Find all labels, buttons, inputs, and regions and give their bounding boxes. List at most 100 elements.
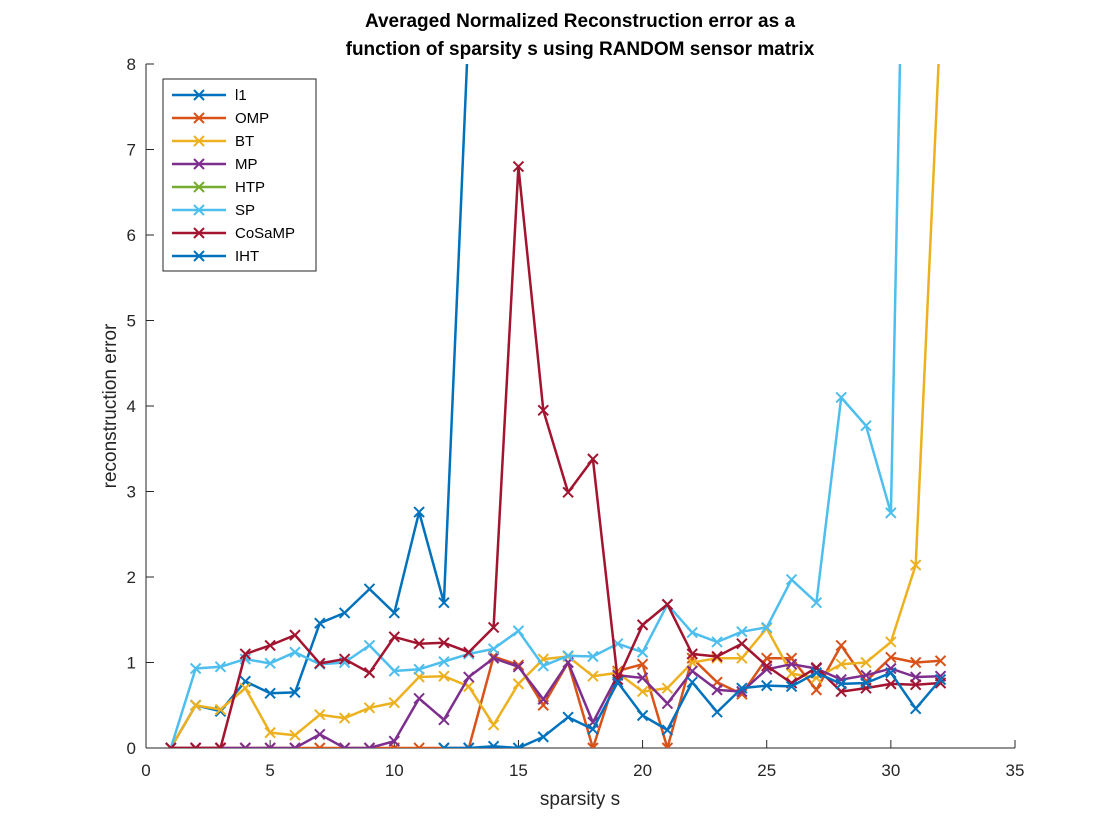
x-tick-label: 25: [757, 761, 776, 780]
legend-marker: [193, 112, 205, 124]
data-point: [736, 652, 748, 664]
data-point: [438, 637, 450, 649]
data-point: [289, 729, 301, 741]
data-point: [165, 742, 177, 748]
data-point: [512, 661, 525, 673]
data-point: [289, 629, 301, 641]
data-point: [810, 661, 823, 674]
data-point: [686, 626, 698, 639]
data-point: [289, 686, 301, 699]
data-point: [636, 646, 649, 658]
data-point: [363, 667, 376, 679]
data-point: [587, 742, 599, 748]
data-point: [289, 742, 301, 748]
data-point: [487, 652, 500, 664]
legend-label: l1: [235, 87, 247, 104]
data-point: [860, 682, 872, 694]
x-tick-label: 20: [633, 761, 652, 780]
data-point: [934, 673, 947, 686]
data-point: [810, 596, 823, 609]
data-point: [438, 596, 450, 609]
data-point: [835, 391, 847, 404]
y-tick-label: 0: [127, 739, 136, 758]
legend-item: l1: [172, 87, 247, 104]
legend-label: OMP: [235, 110, 269, 127]
data-point: [239, 648, 252, 660]
legend-label: MP: [235, 156, 258, 173]
data-point: [338, 742, 351, 748]
data-point: [761, 663, 773, 676]
data-point: [239, 742, 252, 748]
y-tick-label: 1: [127, 654, 136, 673]
data-point: [636, 709, 649, 722]
data-point: [512, 160, 525, 173]
legend-label: BT: [235, 133, 254, 150]
data-point: [860, 419, 872, 432]
data-point: [736, 626, 748, 638]
data-point: [810, 684, 823, 696]
data-point: [189, 662, 202, 675]
data-point: [636, 658, 649, 670]
data-point: [686, 676, 698, 688]
data-point: [314, 708, 326, 721]
data-point: [860, 677, 872, 689]
x-tick-label: 15: [509, 761, 528, 780]
data-point: [835, 678, 847, 690]
data-point: [885, 651, 897, 664]
data-point: [512, 659, 525, 671]
data-point: [909, 679, 922, 691]
data-point: [388, 607, 400, 619]
data-point: [314, 657, 326, 670]
data-point: [338, 653, 351, 665]
data-point: [612, 673, 624, 686]
x-tick-label: 35: [1006, 761, 1025, 780]
data-point: [761, 621, 773, 634]
y-axis-label: reconstruction error: [100, 323, 121, 488]
legend-item: OMP: [172, 110, 269, 127]
x-tick-label: 10: [385, 761, 404, 780]
data-point: [587, 650, 599, 663]
data-point: [761, 679, 773, 692]
data-point: [537, 660, 549, 672]
data-point: [338, 607, 351, 619]
data-point: [214, 661, 227, 673]
series-sp: [165, 64, 902, 748]
data-point: [711, 636, 723, 648]
data-point: [512, 678, 525, 690]
data-point: [413, 506, 425, 518]
data-point: [512, 625, 525, 637]
data-point: [438, 742, 450, 748]
data-point: [587, 670, 599, 682]
x-tick-label: 5: [265, 761, 274, 780]
legend-marker: [193, 181, 205, 193]
data-point: [934, 655, 947, 667]
data-point: [487, 621, 500, 634]
data-point: [214, 742, 227, 748]
data-point: [612, 676, 624, 688]
data-point: [885, 662, 897, 675]
data-point: [860, 656, 872, 669]
data-point: [587, 723, 599, 735]
data-point: [909, 656, 922, 669]
data-point: [363, 702, 376, 714]
data-point: [487, 643, 500, 655]
legend-label: SP: [235, 202, 255, 219]
y-tick-label: 4: [127, 397, 136, 416]
data-point: [636, 619, 649, 631]
data-point: [711, 706, 723, 718]
data-point: [661, 682, 674, 694]
data-point: [711, 684, 723, 696]
y-tick-label: 3: [127, 483, 136, 502]
data-point: [785, 573, 798, 586]
legend-label: IHT: [235, 248, 259, 265]
legend-marker: [193, 227, 205, 239]
data-point: [388, 735, 400, 747]
data-point: [314, 742, 326, 748]
legend-label: CoSaMP: [235, 225, 295, 242]
data-point: [562, 649, 574, 662]
legend-item: SP: [172, 202, 255, 219]
data-point: [388, 696, 400, 709]
data-point: [909, 559, 922, 571]
data-point: [934, 677, 947, 689]
data-point: [835, 658, 847, 670]
